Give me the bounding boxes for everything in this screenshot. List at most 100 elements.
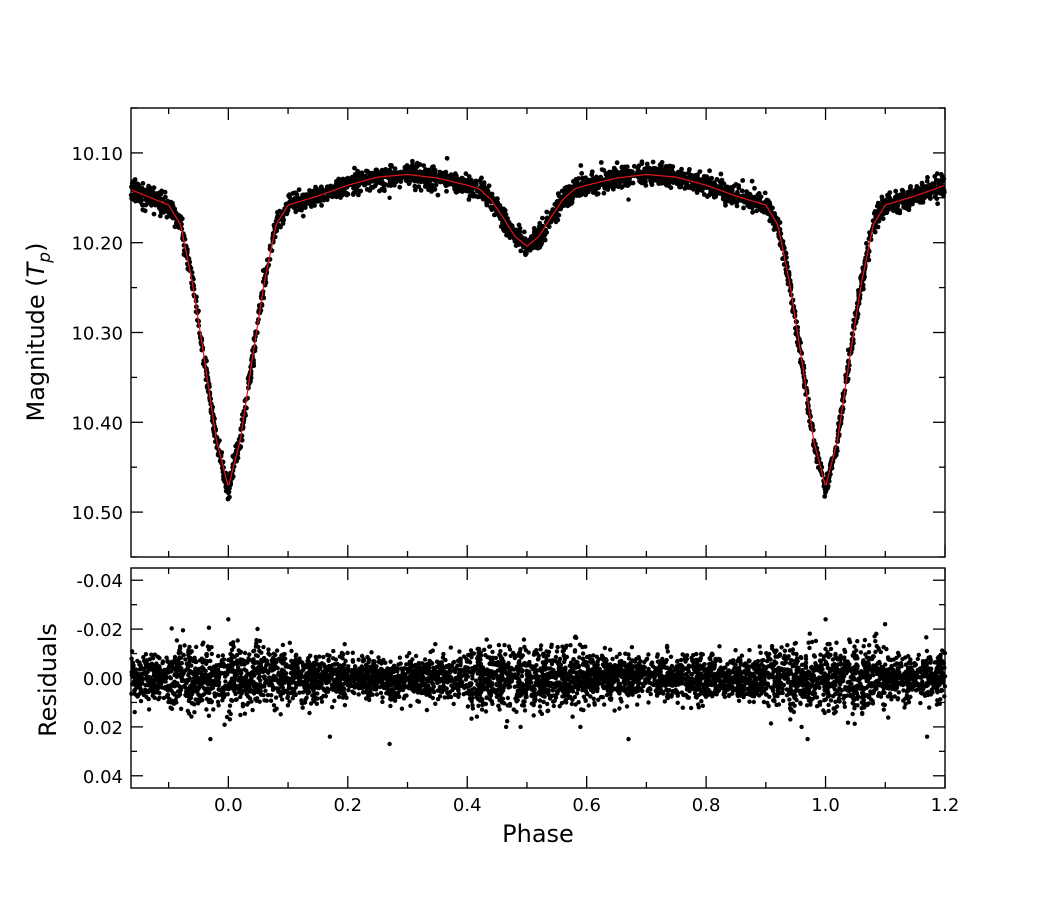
residual-point — [575, 691, 579, 695]
observation-point — [698, 169, 703, 174]
observation-point — [430, 165, 435, 170]
observation-point — [612, 166, 617, 171]
light-curve-model-line — [131, 175, 944, 485]
residual-point — [222, 723, 226, 727]
observation-point — [579, 171, 584, 176]
observation-point — [702, 192, 707, 197]
observation-point — [908, 184, 913, 189]
observation-point — [292, 191, 297, 196]
observation-point — [573, 178, 578, 183]
residual-point — [274, 695, 278, 699]
observation-point — [471, 194, 476, 199]
observation-point — [735, 199, 740, 204]
residual-point — [602, 702, 606, 706]
observation-point — [722, 181, 727, 186]
observation-point — [514, 243, 519, 248]
observation-point — [681, 171, 686, 176]
observation-point — [725, 198, 730, 203]
observation-point — [454, 190, 459, 195]
observation-point — [669, 185, 674, 190]
observation-point — [731, 196, 736, 201]
residual-point — [522, 645, 526, 649]
observation-point — [564, 201, 569, 206]
observation-point — [893, 189, 898, 194]
observation-point — [610, 170, 615, 175]
observation-point — [735, 204, 740, 209]
observation-point — [427, 172, 432, 177]
observation-point — [864, 241, 869, 246]
observation-point — [880, 198, 885, 203]
observation-point — [410, 159, 415, 164]
residual-point — [517, 659, 521, 663]
observation-point — [157, 191, 162, 196]
observation-point — [645, 175, 650, 180]
observation-point — [583, 188, 588, 193]
residual-point — [916, 657, 920, 661]
observation-point — [221, 477, 226, 482]
observation-point — [905, 204, 910, 209]
observation-point — [165, 215, 170, 220]
residual-point — [637, 694, 641, 698]
light-curve-y-tick-label: 10.10 — [71, 144, 123, 165]
observation-point — [488, 205, 493, 210]
residual-point — [261, 645, 265, 649]
observation-point — [367, 171, 372, 176]
light-curve-y-tick-label: 10.20 — [71, 234, 123, 255]
residual-point — [204, 707, 208, 711]
observation-point — [391, 180, 396, 185]
observation-point — [141, 181, 146, 186]
residual-point — [829, 698, 833, 702]
residual-point — [689, 706, 693, 710]
observation-point — [823, 490, 828, 495]
observation-point — [554, 219, 559, 224]
residual-point — [879, 650, 883, 654]
observation-point — [651, 160, 656, 165]
observation-point — [625, 164, 630, 169]
residual-point — [266, 647, 270, 651]
observation-point — [467, 197, 472, 202]
residual-point — [423, 657, 427, 661]
observation-point — [935, 201, 940, 206]
observation-point — [310, 189, 315, 194]
observation-point — [905, 190, 910, 195]
observation-point — [421, 163, 426, 168]
residual-point — [428, 650, 432, 654]
observation-point — [600, 167, 605, 172]
observation-point — [823, 486, 828, 491]
observation-point — [457, 178, 462, 183]
residual-point — [247, 652, 251, 656]
observation-point — [707, 168, 712, 173]
observation-point — [582, 177, 587, 182]
observation-point — [663, 181, 668, 186]
residual-point — [917, 653, 921, 657]
observation-point — [934, 178, 939, 183]
observation-point — [365, 187, 370, 192]
residual-point — [343, 642, 347, 646]
residual-point — [699, 652, 703, 656]
observation-point — [338, 195, 343, 200]
observation-point — [445, 156, 450, 161]
residual-point — [518, 725, 522, 729]
observation-point — [419, 188, 424, 193]
residual-point — [762, 700, 766, 704]
residual-point — [873, 650, 877, 654]
observation-point — [934, 196, 939, 201]
observation-point — [403, 165, 408, 170]
observation-point — [334, 179, 339, 184]
observation-point — [885, 198, 890, 203]
observation-point — [429, 186, 434, 191]
residual-point — [469, 717, 473, 721]
residual-point — [681, 706, 685, 710]
light-curve-y-tick-label: 10.50 — [71, 503, 123, 524]
observation-outlier — [387, 196, 391, 200]
residual-point — [882, 707, 886, 711]
residual-point — [380, 695, 384, 699]
observation-point — [532, 232, 537, 237]
residual-point — [829, 647, 833, 651]
residual-point — [147, 707, 151, 711]
observation-point — [579, 192, 584, 197]
observation-point — [357, 173, 362, 178]
observation-point — [921, 200, 926, 205]
